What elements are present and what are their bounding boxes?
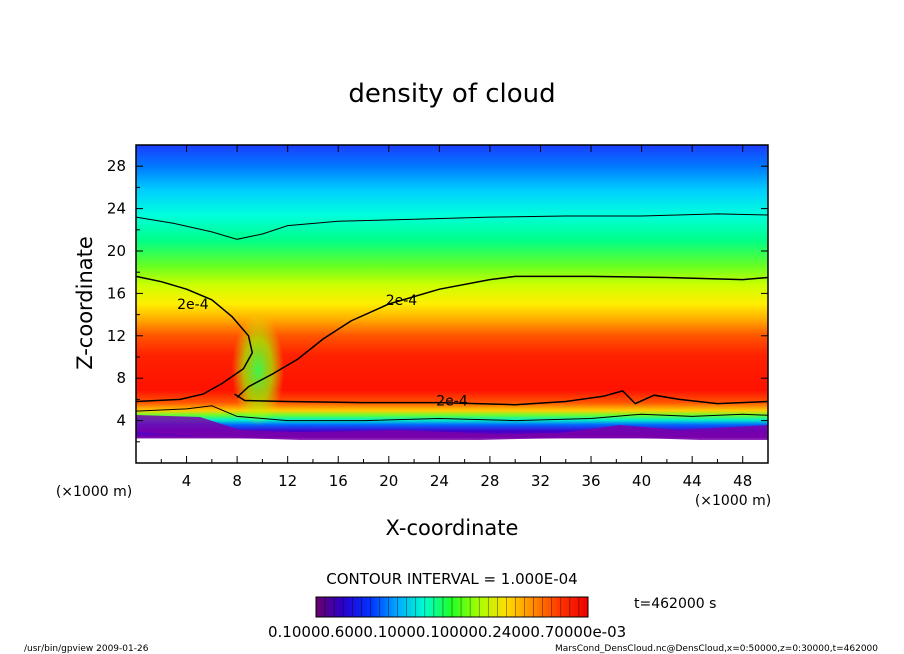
y-tick-label: 24 (107, 200, 126, 218)
heatmap-field: 2e-4 2e-4 2e-4 (136, 145, 768, 463)
x-tick-label: 24 (430, 472, 449, 490)
contour-label: 2e-4 (436, 393, 468, 409)
y-axis-label: Z-coordinate (73, 236, 97, 370)
contour-line (136, 213, 768, 240)
contour-line (236, 275, 768, 398)
contour-label: 2e-4 (386, 293, 418, 309)
y-tick-label: 8 (116, 369, 126, 387)
contour-lines (136, 213, 768, 422)
time-label: t=462000 s (634, 596, 716, 612)
heatmap-low-density-region (232, 314, 284, 426)
heatmap-base-band (136, 415, 768, 440)
x-axis-unit: (×1000 m) (695, 493, 771, 509)
plot-frame (135, 144, 769, 464)
y-tick-label: 16 (107, 284, 126, 302)
x-tick-label: 16 (329, 472, 348, 490)
footer-right: MarsCond_DensCloud.nc@DensCloud,x=0:5000… (555, 644, 878, 654)
y-tick-label: 28 (107, 157, 126, 175)
y-tick-label: 12 (107, 327, 126, 345)
contour-line (136, 405, 768, 422)
x-tick-label: 20 (379, 472, 398, 490)
y-axis: 4 8 12 16 20 24 28 (107, 157, 768, 443)
x-tick-label: 40 (632, 472, 651, 490)
x-tick-label: 32 (531, 472, 550, 490)
x-tick-label: 36 (581, 472, 600, 490)
x-tick-label: 8 (232, 472, 242, 490)
colorbar (315, 596, 589, 618)
x-axis-label: X-coordinate (386, 516, 519, 540)
chart-title: density of cloud (348, 79, 555, 109)
x-tick-label: 44 (683, 472, 702, 490)
contour-line (234, 390, 768, 406)
contour-line (136, 275, 254, 403)
contour-label: 2e-4 (177, 297, 209, 313)
x-axis: 4 8 12 16 20 24 28 32 36 40 44 48 (160, 145, 752, 490)
footer-left: /usr/bin/gpview 2009-01-26 (24, 644, 149, 654)
y-axis-unit: (×1000 m) (56, 484, 132, 500)
x-tick-label: 28 (480, 472, 499, 490)
x-tick-label: 48 (733, 472, 752, 490)
y-tick-label: 20 (107, 242, 126, 260)
contour-interval: CONTOUR INTERVAL = 1.000E-04 (326, 570, 577, 588)
colorbar-labels: 0.10000.6000.10000.100000.24000.70000e-0… (268, 623, 626, 641)
x-tick-label: 4 (182, 472, 192, 490)
contour-labels: 2e-4 2e-4 2e-4 (177, 293, 468, 410)
x-tick-label: 12 (278, 472, 297, 490)
y-tick-label: 4 (116, 412, 126, 430)
colorbar-ticks (324, 597, 580, 617)
